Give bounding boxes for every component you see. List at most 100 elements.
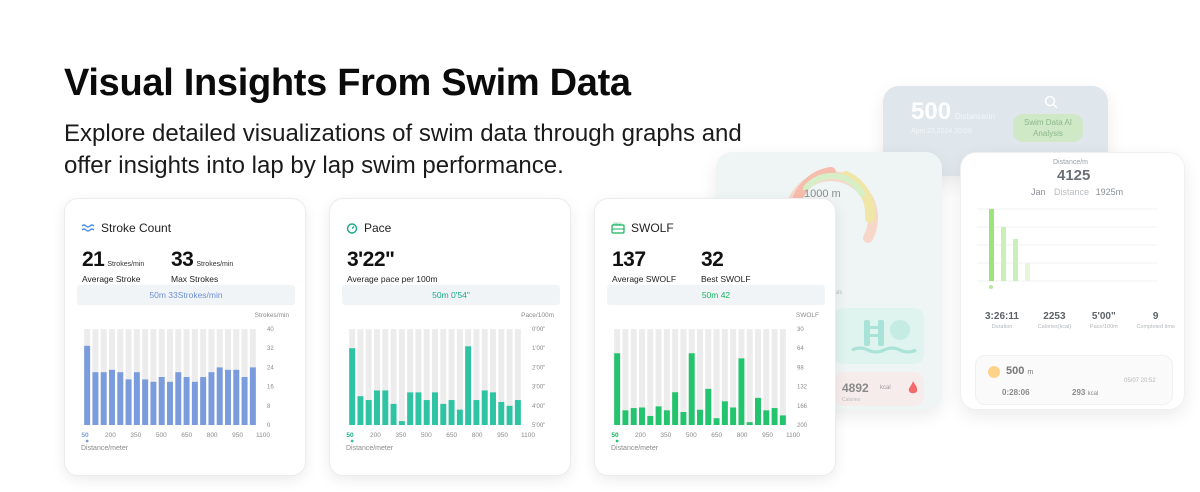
stroke-count-bar-chart[interactable]: 40 32 24 16 8 0 50 200 350 500 650 800 950 1100: [77, 321, 299, 451]
data-bar[interactable]: [349, 348, 356, 425]
bar-track: [142, 329, 149, 425]
calories-card[interactable]: 4892 kcal Calories: [834, 372, 924, 406]
pool-card[interactable]: [834, 308, 924, 364]
data-bar[interactable]: [200, 377, 207, 425]
data-bar[interactable]: [407, 392, 414, 425]
data-bar[interactable]: [390, 403, 397, 425]
pace-bar-chart[interactable]: 0'00" 1'00" 2'00" 3'00" 4'00" 5'00" 50 200 350 50…: [342, 321, 564, 451]
data-bar[interactable]: [730, 407, 737, 425]
data-bar[interactable]: [225, 369, 231, 425]
data-bar[interactable]: [432, 392, 438, 425]
data-bar[interactable]: [208, 372, 215, 425]
data-bar[interactable]: [705, 388, 712, 425]
data-bar[interactable]: [697, 409, 703, 425]
swolf-bar-chart[interactable]: 30 64 98 132 166 200 50 200 350 500 650 800 950 1100: [607, 321, 829, 451]
data-bar[interactable]: [84, 345, 91, 425]
data-bar[interactable]: [473, 400, 480, 425]
data-bar[interactable]: [100, 372, 107, 425]
data-bar[interactable]: [398, 421, 405, 425]
data-bar[interactable]: [448, 400, 455, 425]
stat-value: 9: [1152, 311, 1159, 322]
data-bar[interactable]: [630, 408, 637, 425]
data-bar[interactable]: [415, 392, 422, 425]
stroke-count-card: Stroke Count 21 Strokes/min Average Strok…: [64, 198, 306, 476]
data-bar[interactable]: [183, 377, 190, 425]
y-tick-label: 98: [797, 365, 804, 371]
swim-record-date: 05/07 20:52: [1124, 378, 1156, 384]
data-bar[interactable]: [755, 397, 761, 425]
stat-label: Pace/100m: [1089, 324, 1118, 330]
y-tick-label: 8: [267, 404, 271, 410]
bar-track: [125, 329, 132, 425]
data-bar[interactable]: [688, 353, 695, 425]
bar-track: [365, 329, 372, 425]
bar-track: [705, 329, 712, 425]
data-bar[interactable]: [241, 377, 248, 425]
data-bar[interactable]: [117, 372, 124, 425]
data-bar[interactable]: [738, 358, 745, 425]
y-axis-unit: Pace/100m: [521, 312, 554, 319]
pace-card: Pace 3'22" Average pace per 100m 50m 0'5…: [329, 198, 571, 476]
y-tick-label: 5'00": [532, 423, 545, 429]
data-bar[interactable]: [109, 369, 115, 425]
y-axis-unit: Strokes/min: [254, 312, 289, 319]
page-subtitle: Explore detailed visualizations of swim …: [64, 120, 742, 179]
data-bar[interactable]: [663, 410, 670, 425]
data-bar[interactable]: [357, 396, 364, 425]
swim-record-card[interactable]: 500 m 05/07 20:52 0:28:06 293 kcal: [975, 355, 1173, 405]
selected-marker: [350, 439, 354, 443]
card-title: Stroke Count: [101, 221, 172, 235]
data-bar[interactable]: [456, 409, 463, 425]
data-bar[interactable]: [647, 415, 654, 425]
selected-lap-pill: 50m 33Strokes/min: [77, 285, 295, 305]
data-bar[interactable]: [150, 381, 157, 425]
data-bar[interactable]: [249, 367, 256, 425]
search-icon[interactable]: [1043, 94, 1059, 110]
x-tick-label: 200: [635, 432, 646, 439]
data-bar[interactable]: [167, 381, 173, 425]
stat-label: Duration: [991, 324, 1013, 330]
bar-track: [713, 329, 720, 425]
data-bar[interactable]: [498, 401, 505, 425]
data-bar[interactable]: [655, 406, 662, 425]
data-bar[interactable]: [771, 408, 778, 425]
data-bar[interactable]: [490, 392, 496, 425]
data-bar[interactable]: [374, 390, 380, 425]
data-bar[interactable]: [721, 401, 728, 425]
data-bar[interactable]: [481, 390, 488, 425]
data-bar[interactable]: [639, 407, 645, 425]
data-bar[interactable]: [779, 415, 786, 425]
data-bar[interactable]: [233, 369, 240, 425]
bar-track: [647, 329, 654, 425]
swim-record-icon: [988, 366, 1000, 378]
ai-analysis-button[interactable]: Swim Data AI Analysis: [1013, 114, 1083, 142]
data-bar[interactable]: [440, 403, 447, 425]
data-bar[interactable]: [142, 379, 149, 425]
data-bar[interactable]: [672, 392, 679, 425]
data-bar[interactable]: [506, 405, 513, 425]
summary-distance-unit: Distance/m: [955, 112, 996, 121]
data-bar[interactable]: [713, 418, 720, 425]
data-bar[interactable]: [158, 377, 165, 425]
data-bar[interactable]: [382, 390, 389, 425]
data-bar[interactable]: [614, 353, 621, 425]
data-bar[interactable]: [125, 379, 132, 425]
data-bar[interactable]: [175, 372, 182, 425]
data-bar[interactable]: [746, 422, 753, 425]
data-bar[interactable]: [92, 372, 99, 425]
data-bar[interactable]: [514, 400, 521, 425]
data-bar[interactable]: [680, 412, 687, 425]
average-swolf-stat: 137 Average SWOLF: [612, 248, 676, 284]
stat-value: 32: [701, 248, 724, 271]
data-bar[interactable]: [216, 367, 223, 425]
bar-track: [191, 329, 198, 425]
data-bar[interactable]: [423, 400, 430, 425]
data-bar[interactable]: [365, 400, 372, 425]
data-bar[interactable]: [133, 372, 140, 425]
data-bar[interactable]: [622, 410, 629, 425]
best-swolf-stat: 32 Best SWOLF: [701, 248, 751, 284]
data-bar[interactable]: [465, 346, 472, 425]
stat-value: 137: [612, 248, 646, 271]
data-bar[interactable]: [763, 410, 770, 425]
data-bar[interactable]: [191, 381, 198, 425]
